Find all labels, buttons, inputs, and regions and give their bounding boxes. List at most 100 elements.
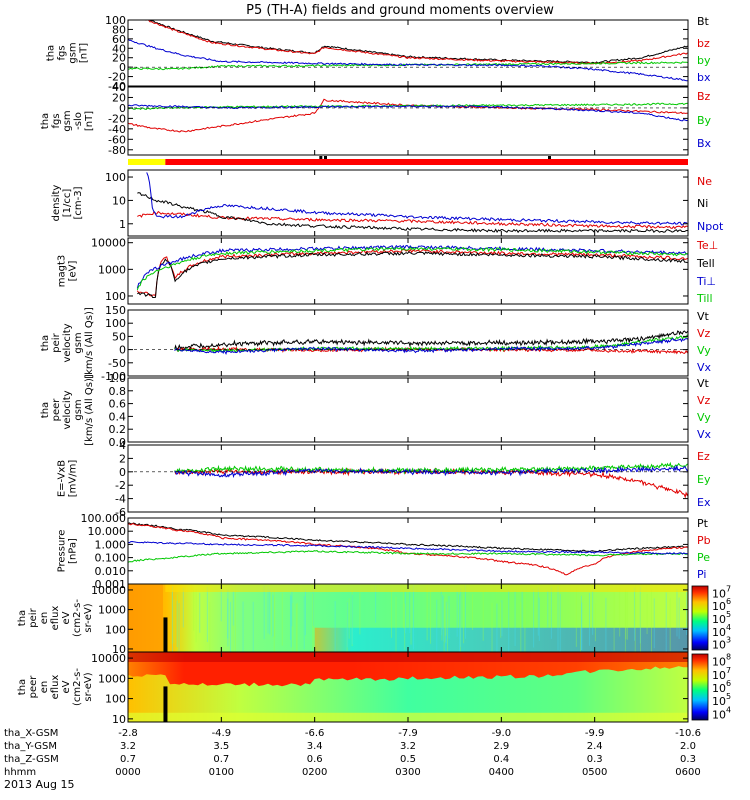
spectrum-streak [458, 594, 460, 663]
spectrum-streak [482, 591, 484, 641]
legend-peir-velocity-Vz: Vz [697, 327, 711, 340]
ytick-label-peer-velocity-5: 0.0 [109, 436, 127, 449]
ytick-label-peir-velocity-4: -50 [108, 357, 126, 370]
ytick-label-fgs-gsm-2-6: -80 [108, 144, 126, 157]
spectrum-streak [460, 588, 462, 647]
ytick-label-temperature-0: 10000 [91, 237, 126, 250]
colorbar-label-peer-spectrogram-4: 10 [712, 708, 726, 721]
spectrum-streak [263, 585, 265, 640]
ylabel-peir-spectrogram-3: eflux [50, 606, 61, 631]
spectrum-streak [447, 603, 449, 667]
legend-peir-velocity-Vt: Vt [697, 310, 710, 323]
ytick-label-temperature-1: 1000 [98, 263, 126, 276]
spectrum-streak [456, 591, 458, 637]
spectrum-streak [359, 592, 361, 635]
spectrum-streak [501, 600, 503, 637]
spectrum-streak [229, 601, 231, 669]
spectrum-streak [588, 592, 590, 646]
ytick-label-peir-velocity-3: 0 [119, 344, 126, 357]
series-pressure-Pb [128, 523, 688, 576]
spectrum-streak [653, 598, 655, 649]
spectrum-streak [463, 594, 465, 644]
spectrum-streak [346, 601, 348, 663]
series-efield-Ex [174, 465, 688, 479]
series-fgs-gsm-2-Bx [128, 104, 688, 122]
colorbar-exp-peir-spectrogram-2: 5 [726, 610, 731, 619]
series-pressure-Pi [128, 540, 688, 555]
ytick-label-fgs-gsm-3: 40 [112, 42, 126, 55]
ylabel-peir-spectrogram-4: eV [61, 611, 72, 624]
colorbar-peer-spectrogram [691, 653, 709, 721]
ytick-label-fgs-gsm-2-4: -40 [108, 123, 126, 136]
spectrum-streak [665, 592, 667, 659]
orbit-row-0-value-1: -4.9 [212, 728, 232, 739]
spectrum-ion-early [128, 584, 163, 652]
legend-peir-velocity-Vx: Vx [697, 361, 712, 374]
ytick-label-peir-velocity-1: 100 [105, 317, 126, 330]
series-density-Ni [137, 192, 688, 234]
ytick-label-fgs-gsm-2: 60 [112, 33, 126, 46]
spectrum-streak [176, 600, 178, 648]
orbit-row-0-value-5: -9.9 [585, 728, 605, 739]
spectrum-streak [440, 590, 442, 636]
orbit-row-label-0: tha_X-GSM [4, 728, 58, 739]
spectrum-streak [346, 602, 348, 648]
spectrum-streak [177, 594, 179, 656]
spectrum-streak [441, 593, 443, 641]
ylabel-fgs-gsm-2-2: gsm [62, 110, 73, 131]
spectrum-streak [605, 597, 607, 652]
ylabel-fgs-gsm-2: gsm [68, 42, 79, 63]
orbit-row-2-value-3: 0.5 [400, 754, 416, 765]
spectrum-streak [471, 594, 473, 631]
spectrum-streak [402, 588, 404, 628]
spectrum-streak [646, 593, 648, 635]
spectrum-gap-peir-spectrogram [163, 617, 168, 652]
spectrum-streak [639, 586, 641, 644]
series-temperature-Till [136, 246, 688, 291]
ytick-label-pressure-4: 0.010 [95, 565, 127, 578]
legend-efield-Ex: Ex [697, 496, 711, 509]
spectrum-streak [445, 600, 447, 666]
ylabel-peir-velocity-2: velocity [62, 323, 73, 362]
spectrum-streak [678, 597, 680, 639]
spectrum-streak [312, 593, 314, 650]
spectrum-streak [559, 594, 561, 655]
legend-pressure-Pb: Pb [697, 534, 711, 547]
spectrum-ion-highband [165, 584, 689, 592]
spectrum-gap-peer-spectrogram [163, 686, 168, 722]
ytick-label-peer-spectrogram-3: 10 [112, 713, 126, 726]
colorbar-exp-peir-spectrogram-0: 7 [726, 584, 731, 593]
legend-temperature-Till: Till [696, 292, 713, 305]
ytick-label-pressure-2: 1.000 [95, 538, 127, 551]
ylabel-peer-spectrogram-0: tha [17, 679, 28, 695]
spectrum-streak [409, 592, 411, 634]
series-efield-Ey [174, 461, 688, 475]
legend-temperature-Te⊥: Te⊥ [696, 239, 718, 252]
ytick-label-peer-velocity-0: 1.0 [109, 372, 127, 385]
spectrum-streak [171, 592, 173, 644]
spectrum-streak [232, 599, 234, 667]
spectrum-streak [520, 602, 522, 656]
orbit-row-1-value-3: 3.2 [400, 741, 416, 752]
ytick-label-fgs-gsm-2-3: -20 [108, 112, 126, 125]
spectrum-streak [537, 587, 539, 636]
spectrum-streak [270, 591, 272, 636]
xtick-label-3: 0300 [395, 767, 420, 778]
ylabel-density-2: [cm-3] [73, 186, 84, 219]
spectrum-streak [404, 591, 406, 634]
legend-fgs-gsm-by: by [697, 54, 711, 67]
ytick-label-peer-velocity-3: 0.4 [109, 410, 127, 423]
ylabel-peer-velocity-0: tha [40, 402, 51, 418]
spectrum-streak [619, 585, 621, 637]
spectrum-streak [443, 596, 445, 642]
series-pressure-Pt [128, 522, 688, 553]
ylabel-peir-velocity-4: [km/s (All Qs)] [84, 307, 95, 379]
series-fgs-gsm-2-By [128, 102, 688, 111]
legend-fgs-gsm-bx: bx [697, 71, 711, 84]
ytick-label-peir-velocity-5: -100 [101, 370, 126, 383]
xtick-label-2: 0200 [302, 767, 327, 778]
colorbar-label-peir-spectrogram-2: 10 [712, 613, 726, 626]
ylabel-peer-spectrogram-4: eV [61, 680, 72, 693]
legend-density-Ne: Ne [697, 175, 712, 188]
orbit-row-1-value-6: 2.0 [680, 741, 696, 752]
